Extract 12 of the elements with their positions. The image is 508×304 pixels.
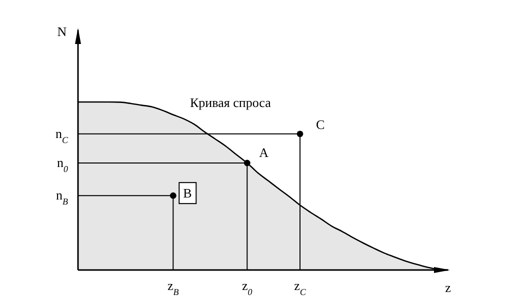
text: n$_{C}$ xyxy=(55,126,69,145)
x-tick-label: z$_{0}$ xyxy=(242,278,253,297)
x-tick-label: z$_{B}$ xyxy=(168,278,180,297)
x-tick-label: z$_{C}$ xyxy=(294,278,307,297)
annotation: Кривая спроса xyxy=(190,95,272,110)
annotation: B xyxy=(183,186,192,201)
annotation: C xyxy=(316,116,325,132)
annotation: A xyxy=(259,144,270,160)
y-axis-title: N xyxy=(57,24,68,39)
text: n$_{B}$ xyxy=(56,188,68,207)
x-axis-title: z xyxy=(445,280,452,295)
text: n$_{0}$ xyxy=(57,154,68,174)
